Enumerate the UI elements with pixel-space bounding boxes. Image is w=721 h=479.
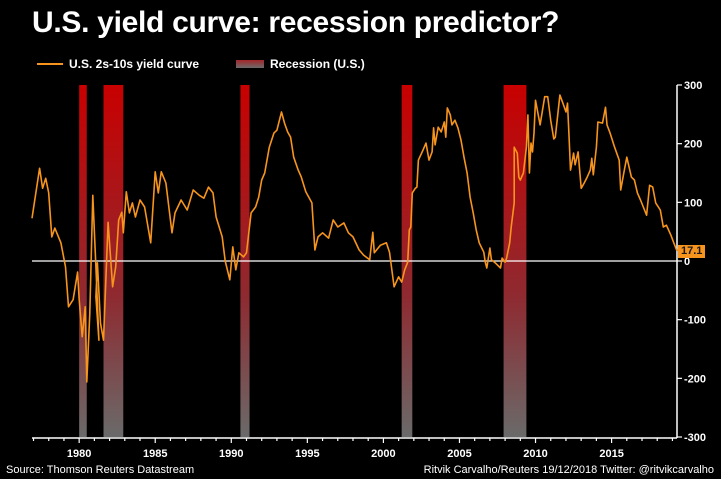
y-tick-label: -100: [684, 315, 706, 327]
legend-swatch-line: [37, 63, 63, 65]
source-note: Source: Thomson Reuters Datastream: [6, 464, 195, 476]
x-tick-label: 1980: [67, 448, 91, 460]
y-tick-label: 100: [684, 197, 702, 209]
x-tick-label: 1990: [219, 448, 243, 460]
y-tick-label: 0: [684, 256, 690, 268]
last-value-label: 17.1: [678, 245, 706, 258]
x-tick-label: 2010: [523, 448, 547, 460]
x-tick-label: 1985: [143, 448, 167, 460]
y-tick-label: -300: [684, 432, 706, 444]
x-tick-label: 1995: [295, 448, 319, 460]
legend-label-yield-curve: U.S. 2s-10s yield curve: [69, 57, 200, 71]
x-tick-label: 2005: [447, 448, 471, 460]
chart-title: U.S. yield curve: recession predictor?: [32, 6, 560, 39]
legend-label-recession: Recession (U.S.): [270, 57, 365, 71]
y-tick-label: -200: [684, 373, 706, 385]
legend-item-yield-curve: U.S. 2s-10s yield curve: [37, 57, 199, 71]
y-tick-label: 200: [684, 139, 702, 151]
y-tick-label: 300: [684, 80, 702, 92]
series-line-yield-curve: [31, 94, 678, 383]
legend-item-recession: Recession (U.S.): [236, 57, 365, 71]
credit-note: Ritvik Carvalho/Reuters 19/12/2018 Twitt…: [423, 464, 714, 476]
x-tick-label: 2015: [599, 448, 623, 460]
x-tick-label: 2000: [371, 448, 395, 460]
legend-swatch-band: [236, 60, 264, 68]
